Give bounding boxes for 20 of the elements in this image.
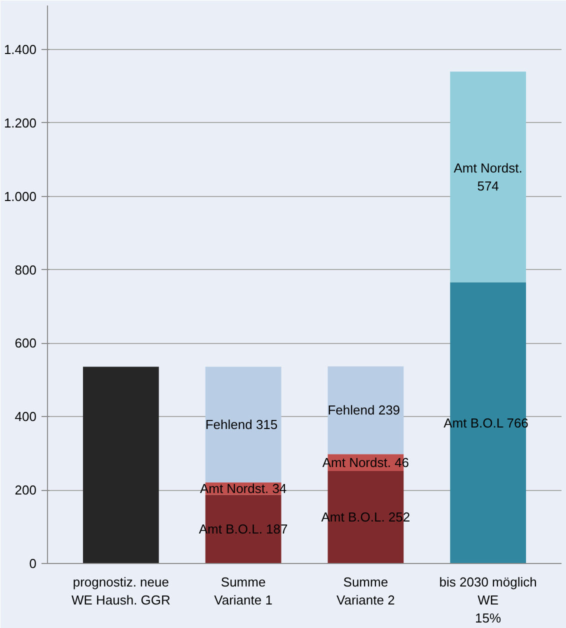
data-label: Fehlend 239 xyxy=(328,402,400,418)
data-label: Amt Nordst. 574 xyxy=(454,160,522,194)
y-tick-label: 1.400 xyxy=(4,42,37,58)
x-tick-label: bis 2030 möglich WE 15% xyxy=(439,574,537,626)
y-tick-label: 1.200 xyxy=(4,115,37,130)
x-tick-label: Summe Variante 2 xyxy=(336,574,395,608)
bar xyxy=(450,72,526,282)
y-tick-label: 1.000 xyxy=(4,188,37,204)
y-tick-label: 400 xyxy=(14,409,37,424)
y-tick-label: 600 xyxy=(14,336,37,351)
y-tick-label: 0 xyxy=(29,556,37,571)
y-tick-label: 200 xyxy=(14,482,37,498)
bar xyxy=(328,366,404,454)
bar xyxy=(82,366,159,564)
y-tick-label: 800 xyxy=(14,262,37,278)
x-tick-label: Summe Variante 1 xyxy=(214,574,272,608)
data-label: Fehlend 315 xyxy=(205,417,278,432)
data-label: Amt Nordst. 34 xyxy=(200,481,287,496)
x-tick-label: prognostiz. neue WE Haush. GGR xyxy=(71,574,170,608)
bar xyxy=(205,366,282,482)
